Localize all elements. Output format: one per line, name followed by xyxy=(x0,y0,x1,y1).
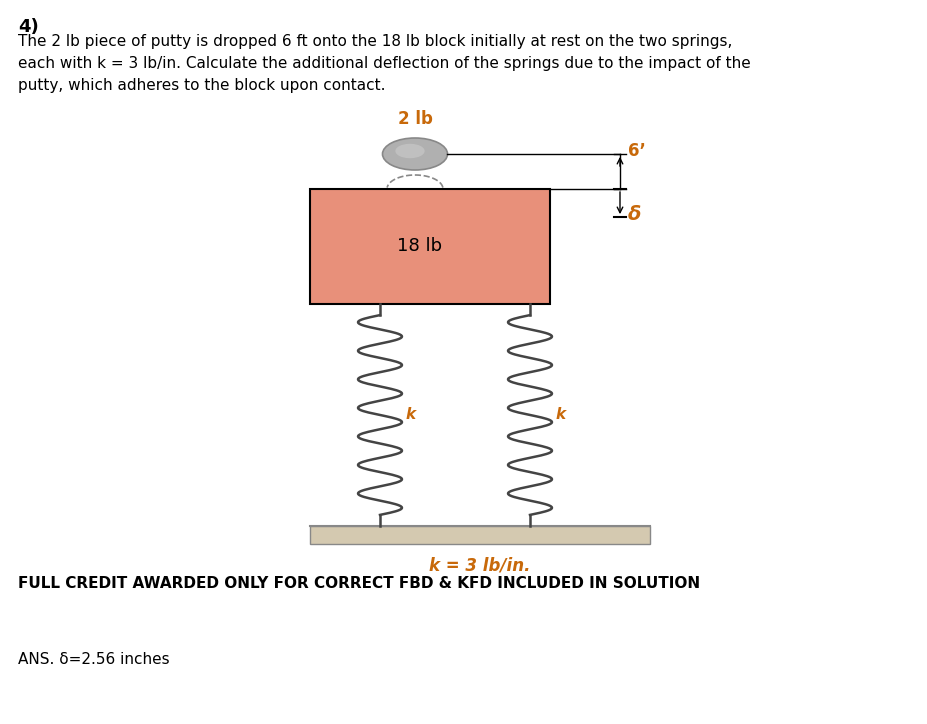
Text: k = 3 lb/in.: k = 3 lb/in. xyxy=(429,556,530,574)
Bar xyxy=(310,189,550,304)
Ellipse shape xyxy=(395,144,425,159)
Text: δ: δ xyxy=(628,206,641,224)
Text: FULL CREDIT AWARDED ONLY FOR CORRECT FBD & KFD INCLUDED IN SOLUTION: FULL CREDIT AWARDED ONLY FOR CORRECT FBD… xyxy=(18,576,699,591)
Text: 4): 4) xyxy=(18,18,39,36)
Text: 18 lb: 18 lb xyxy=(397,237,442,256)
Text: k: k xyxy=(406,408,415,423)
Text: putty, which adheres to the block upon contact.: putty, which adheres to the block upon c… xyxy=(18,78,385,93)
Text: k: k xyxy=(555,408,565,423)
Bar xyxy=(310,526,649,544)
Text: ANS. δ=2.56 inches: ANS. δ=2.56 inches xyxy=(18,652,170,667)
Text: 2 lb: 2 lb xyxy=(397,110,432,128)
Ellipse shape xyxy=(382,138,447,170)
Text: The 2 lb piece of putty is dropped 6 ft onto the 18 lb block initially at rest o: The 2 lb piece of putty is dropped 6 ft … xyxy=(18,34,731,49)
Text: each with k = 3 lb/in. Calculate the additional deflection of the springs due to: each with k = 3 lb/in. Calculate the add… xyxy=(18,56,750,71)
Text: 6’: 6’ xyxy=(628,143,645,161)
